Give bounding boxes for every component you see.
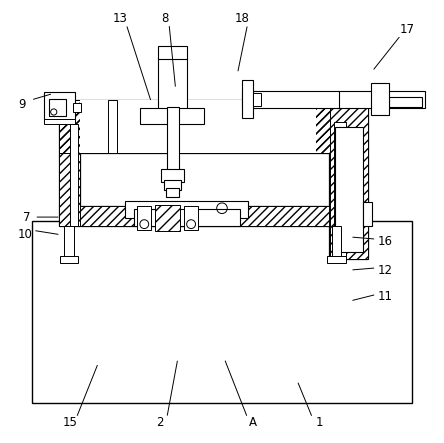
Bar (44, 92, 75, 121)
Text: 9: 9 (19, 98, 26, 111)
Bar (242, 80, 253, 118)
Text: 16: 16 (378, 235, 393, 248)
Bar (389, 97, 422, 107)
Text: 10: 10 (18, 228, 33, 241)
Bar (59, 206, 350, 226)
Bar (80, 100, 316, 153)
Bar (64, 226, 74, 259)
Bar (158, 58, 186, 109)
Bar (335, 127, 363, 253)
Text: 2: 2 (156, 416, 164, 429)
Bar (73, 103, 81, 112)
Text: 12: 12 (378, 264, 393, 276)
Bar (161, 168, 184, 182)
Bar (59, 124, 80, 226)
Bar (137, 206, 151, 230)
Bar (253, 93, 261, 106)
Bar (155, 205, 181, 231)
Text: 13: 13 (113, 12, 128, 25)
Bar (329, 122, 350, 259)
Text: 15: 15 (62, 416, 77, 429)
Bar (167, 107, 179, 171)
Bar (44, 119, 75, 124)
Bar (332, 226, 341, 259)
Bar (327, 256, 345, 264)
Bar (60, 256, 79, 264)
Text: A: A (249, 416, 257, 429)
Text: 17: 17 (400, 23, 415, 36)
Bar (166, 188, 179, 197)
Text: 8: 8 (161, 12, 168, 25)
Bar (80, 153, 329, 226)
Bar (334, 122, 346, 259)
Bar (134, 209, 240, 226)
Bar (371, 83, 389, 115)
Bar (32, 222, 412, 403)
Bar (108, 100, 117, 153)
Bar (184, 206, 198, 230)
Bar (158, 46, 186, 59)
Bar (242, 91, 339, 108)
Bar (70, 124, 79, 226)
Bar (330, 100, 368, 259)
Bar (363, 202, 372, 226)
Bar (49, 99, 66, 117)
Bar (59, 100, 337, 153)
Bar (59, 100, 337, 153)
Bar (140, 108, 204, 124)
Text: 7: 7 (23, 210, 31, 224)
Text: 18: 18 (234, 12, 250, 25)
Text: 11: 11 (378, 290, 393, 303)
Bar (164, 180, 181, 190)
Text: 1: 1 (315, 416, 323, 429)
Bar (125, 201, 249, 218)
Bar (337, 91, 425, 108)
